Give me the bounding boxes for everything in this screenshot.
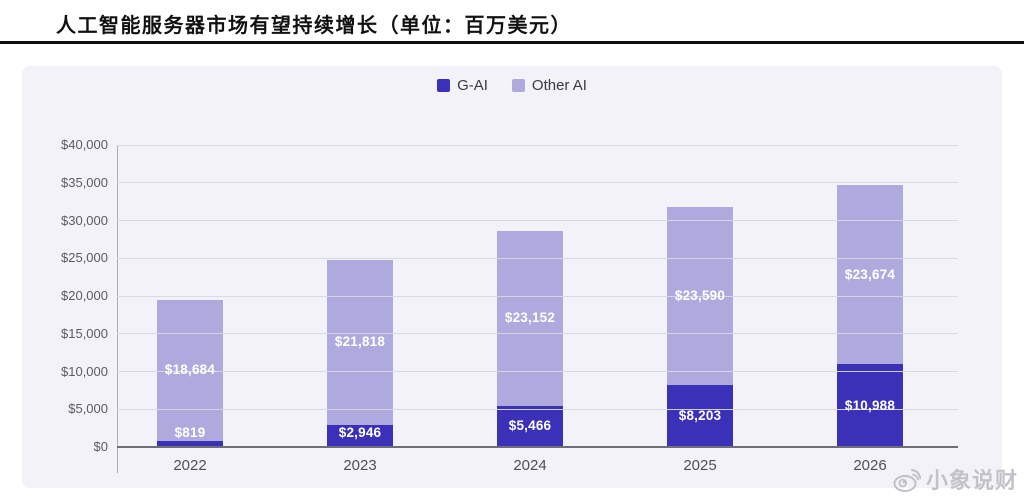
- y-tick-label: $0: [93, 439, 108, 454]
- bar-label-gai: $5,466: [508, 418, 552, 434]
- chart-panel: G-AI Other AI $0 $5,000 $10,000 $15,000 $20,…: [22, 66, 1002, 488]
- x-tick-label: 2026: [853, 457, 887, 474]
- gridline: [117, 295, 958, 297]
- bar-label-gai: $10,988: [844, 397, 896, 413]
- legend-label-other-ai: Other AI: [531, 77, 587, 94]
- bar-segment-gai: [837, 364, 903, 447]
- x-tick-label: 2024: [513, 457, 547, 474]
- gridline: [117, 220, 958, 221]
- y-tick-label: $20,000: [61, 288, 108, 303]
- chart-legend: G-AI Other AI: [22, 77, 1002, 94]
- watermark-label: 小象说财: [925, 468, 1018, 493]
- x-tick-label: 2022: [173, 457, 207, 474]
- gridline: [117, 408, 958, 410]
- legend-label-gai: G-AI: [457, 77, 488, 94]
- legend-swatch-gai: [437, 79, 451, 92]
- legend-item-gai: G-AI: [437, 77, 488, 94]
- chart-plot: $0 $5,000 $10,000 $15,000 $20,000 $25,000 $30,…: [22, 66, 1002, 488]
- y-tick-label: $10,000: [61, 363, 108, 379]
- y-tick-label: $15,000: [61, 325, 108, 341]
- bar-label-other-ai: $18,684: [164, 362, 216, 378]
- x-tick-label: 2025: [683, 457, 717, 474]
- y-tick-label: $35,000: [61, 174, 108, 190]
- gridline: [117, 144, 958, 146]
- gridline: [117, 371, 958, 372]
- bar-segment-gai: [157, 440, 223, 447]
- y-axis-line: [117, 145, 118, 473]
- gridline: [117, 257, 958, 259]
- y-tick-label: $30,000: [61, 212, 108, 228]
- bar-label-gai: $8,203: [678, 408, 722, 424]
- title-divider: [0, 41, 1024, 44]
- watermark: 小象说财: [893, 463, 1018, 495]
- legend-swatch-other-ai: [511, 79, 525, 92]
- page-title: 人工智能服务器市场有望持续增长（单位：百万美元）: [56, 13, 572, 37]
- weibo-icon: [893, 466, 923, 493]
- legend-item-other-ai: Other AI: [511, 77, 587, 94]
- bar-segment-other-ai: [157, 299, 223, 441]
- bar-label-other-ai: $21,818: [334, 334, 386, 350]
- bar-segment-gai: [327, 424, 393, 447]
- bar-label-other-ai: $23,674: [844, 266, 896, 282]
- bar-segment-other-ai: [327, 260, 393, 425]
- x-axis-line: [117, 446, 958, 448]
- bar-segment-gai: [497, 405, 563, 447]
- gridline: [117, 333, 958, 335]
- bar-label-other-ai: $23,590: [674, 288, 726, 303]
- gridline: [117, 182, 958, 184]
- bar-label-gai: $819: [174, 425, 206, 440]
- y-tick-label: $40,000: [61, 137, 108, 152]
- bar-segment-other-ai: [497, 230, 563, 406]
- bar-segment-gai: [667, 385, 733, 447]
- bar-label-other-ai: $23,152: [504, 310, 556, 326]
- y-tick-label: $5,000: [68, 401, 108, 417]
- bar-label-gai: $2,946: [338, 425, 382, 440]
- y-tick-label: $25,000: [61, 250, 108, 266]
- x-tick-label: 2023: [343, 457, 377, 474]
